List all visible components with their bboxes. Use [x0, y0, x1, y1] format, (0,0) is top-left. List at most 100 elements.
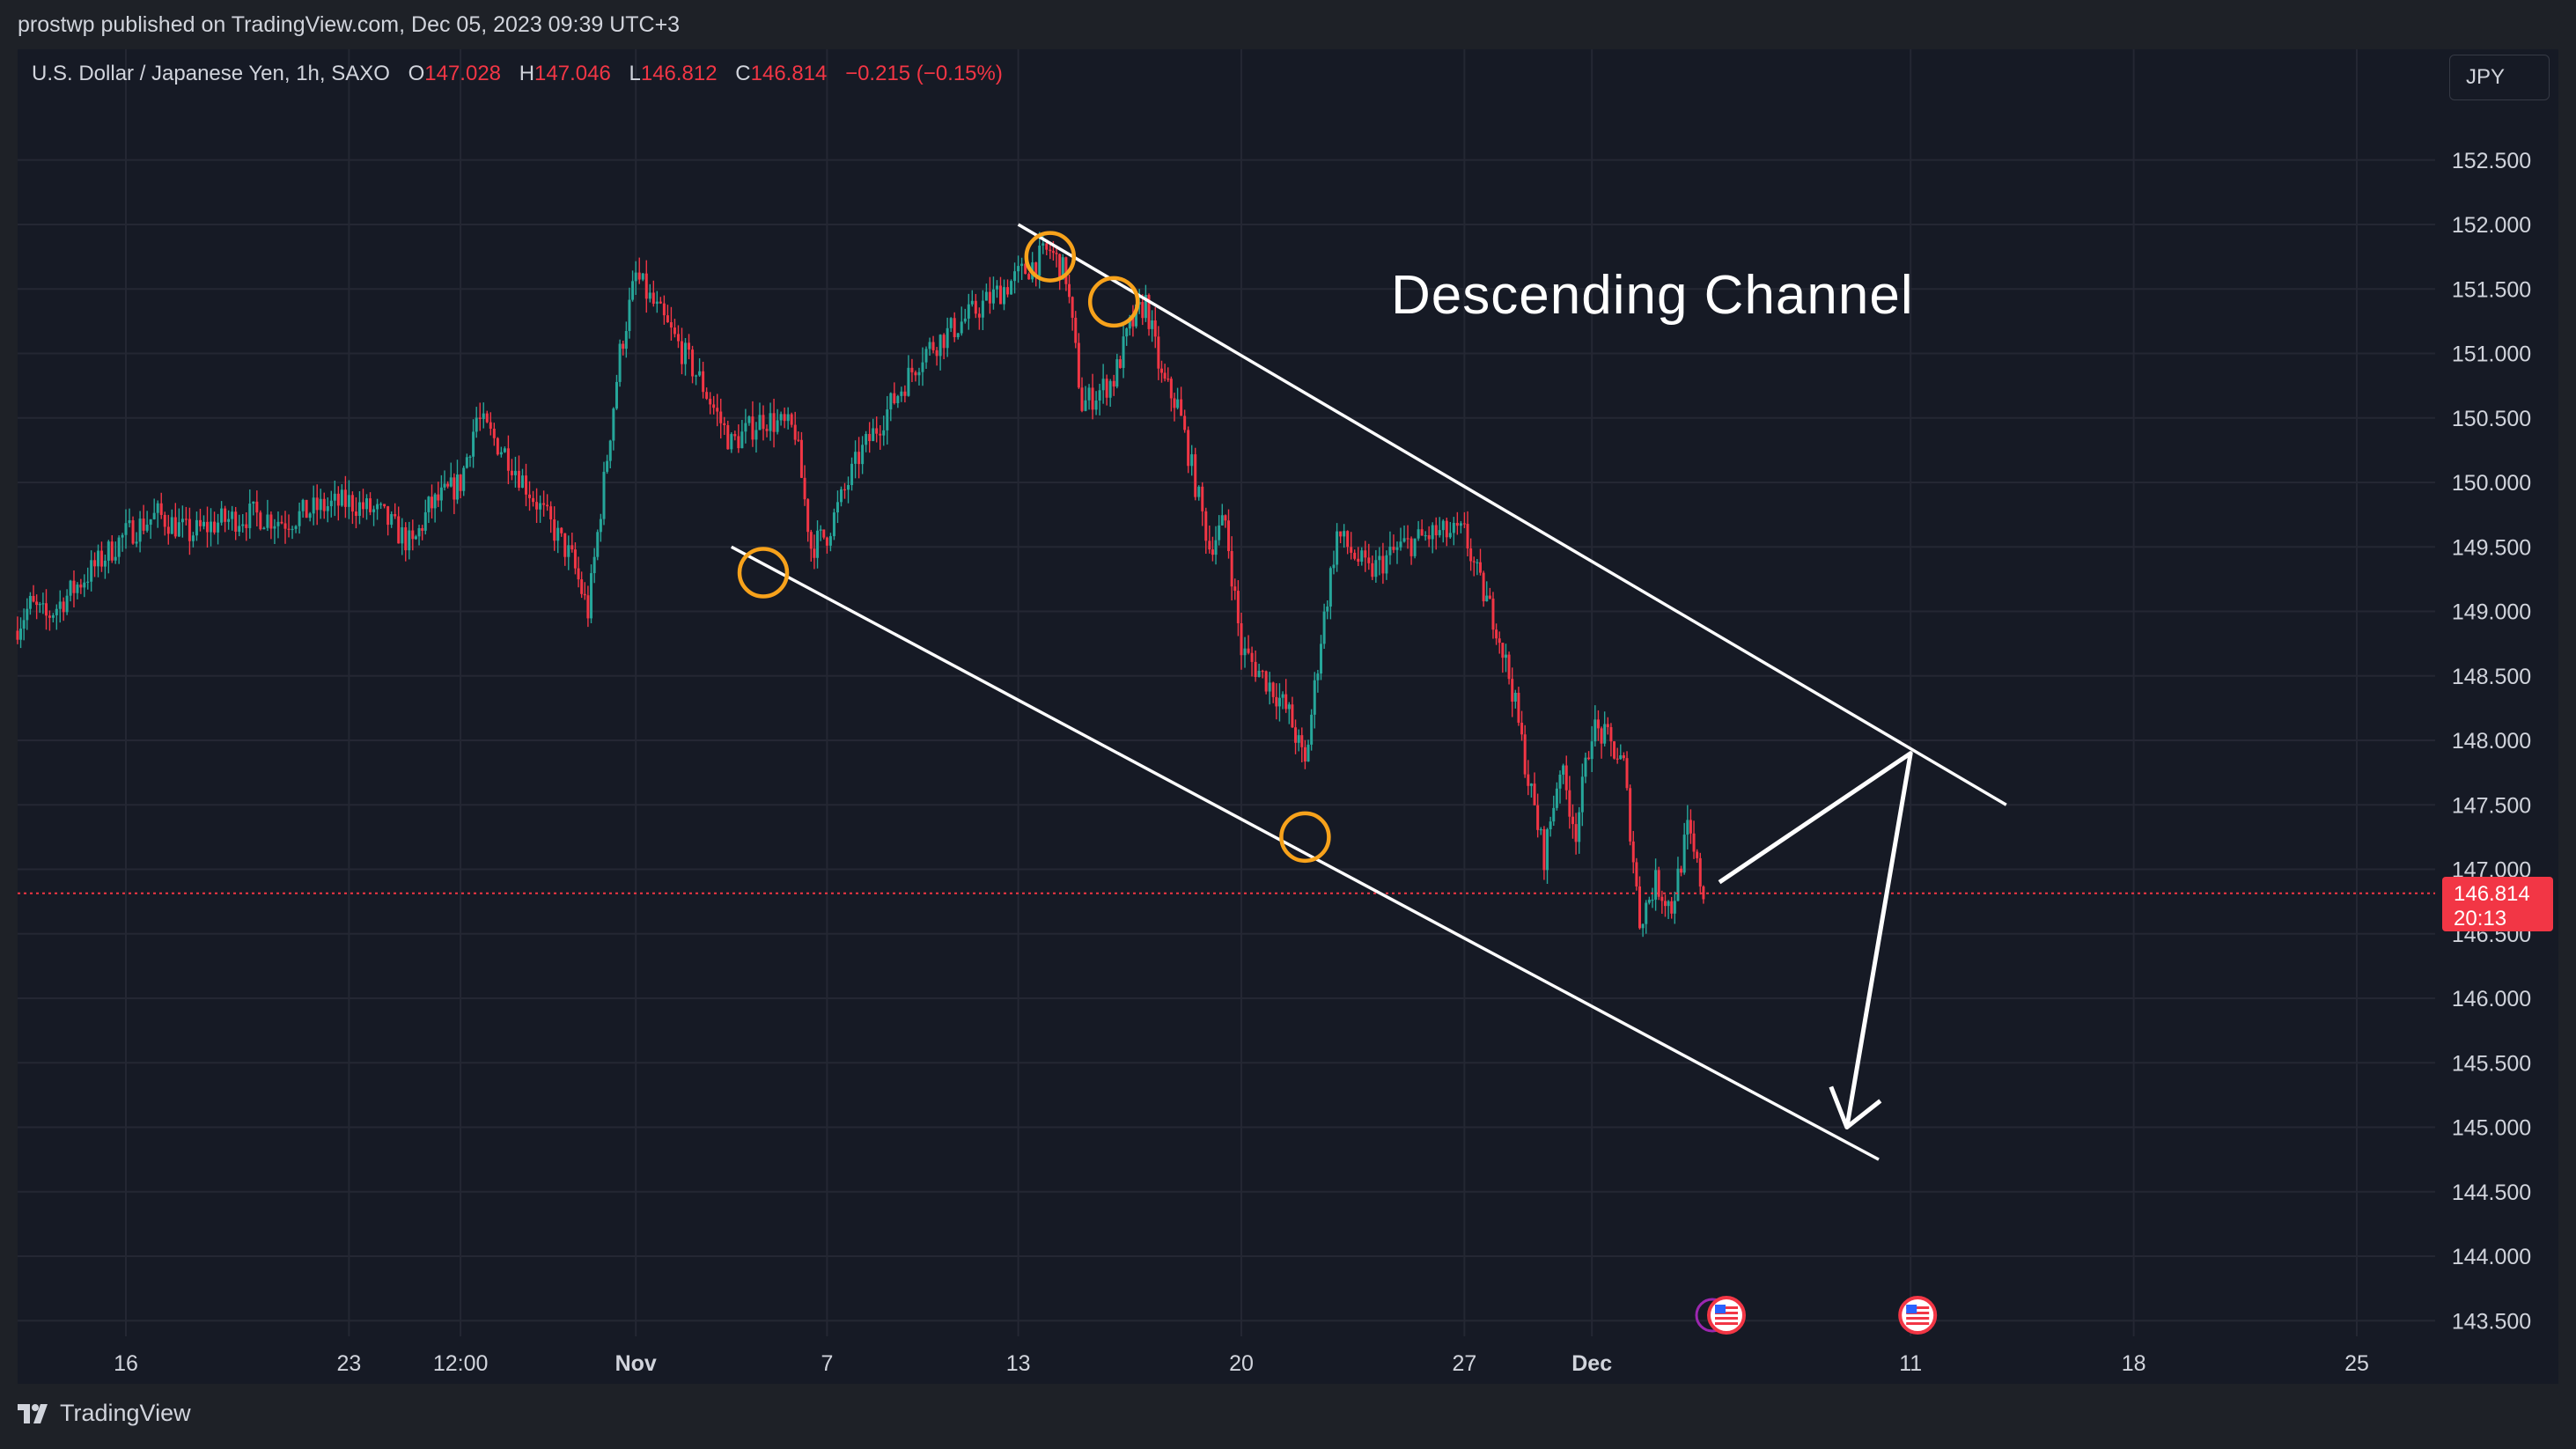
channel-trendline[interactable] — [730, 545, 1880, 1161]
channel-trendline[interactable] — [1017, 223, 2007, 806]
candle-body — [195, 519, 198, 536]
currency-button[interactable]: JPY — [2449, 55, 2550, 100]
time-tick-label: Nov — [615, 1351, 657, 1376]
candle-body — [159, 503, 163, 515]
candle-body — [806, 499, 810, 533]
candle-body — [1495, 629, 1498, 639]
candle-body — [832, 512, 835, 537]
touch-marker-circle[interactable] — [1279, 811, 1331, 864]
candle-body — [45, 603, 48, 616]
candle-body — [1434, 525, 1438, 536]
candle-body — [520, 475, 524, 488]
candle-body — [1284, 694, 1288, 710]
candle-body — [573, 549, 577, 569]
candle-body — [383, 504, 386, 507]
candle-body — [1616, 758, 1619, 760]
candle-body — [1084, 400, 1087, 411]
candle-body — [889, 393, 893, 410]
price-axis[interactable]: 152.500 152.000 151.500 151.000 150.500 150.0… — [2452, 149, 2531, 1335]
price-tick-label: 148.000 — [2452, 729, 2531, 754]
candle-body — [1670, 901, 1674, 914]
candle-body — [1381, 555, 1385, 574]
candle-body — [1482, 572, 1485, 602]
candle-body — [1010, 281, 1013, 295]
candle-body — [390, 514, 394, 526]
candle-body — [1580, 776, 1584, 813]
projection-arrow[interactable] — [1718, 751, 1913, 1128]
candle-body — [1169, 379, 1173, 399]
candle-body — [1413, 538, 1417, 556]
candle-body — [1625, 758, 1629, 789]
candle-body — [641, 273, 644, 280]
candle-body — [1020, 263, 1024, 267]
us-flag-event-icon[interactable] — [1898, 1296, 1938, 1335]
candle-body — [152, 512, 156, 519]
touch-marker-circle[interactable] — [737, 547, 790, 599]
candle-body — [41, 603, 45, 605]
candle-body — [1360, 550, 1364, 562]
candle-body — [719, 411, 723, 423]
candle-body — [117, 537, 121, 557]
candles — [16, 232, 1705, 938]
symbol-description[interactable]: U.S. Dollar / Japanese Yen, 1h, SAXO — [32, 62, 390, 85]
candle-body — [1645, 902, 1648, 924]
candle-body — [1552, 807, 1556, 822]
candle-body — [946, 327, 949, 349]
candle-body — [644, 273, 648, 299]
candle-body — [1108, 380, 1112, 398]
touch-marker-circle[interactable] — [1024, 231, 1077, 283]
candle-body — [1431, 525, 1434, 540]
candle-body — [142, 519, 145, 531]
price-tick-label: 143.500 — [2452, 1309, 2531, 1334]
candle-body — [602, 471, 606, 519]
candle-body — [255, 501, 259, 513]
price-tick-label: 149.500 — [2452, 535, 2531, 560]
candle-body — [803, 477, 806, 500]
candle-body — [301, 499, 305, 511]
candle-body — [1388, 547, 1392, 555]
candle-body — [198, 519, 202, 526]
candle-body — [248, 504, 252, 528]
tradingview-logo[interactable]: TradingView — [18, 1400, 191, 1427]
candle-body — [1180, 399, 1183, 416]
candle-body — [1051, 251, 1055, 254]
candle-body — [372, 509, 376, 512]
candle-body — [421, 528, 424, 531]
candle-body — [1542, 828, 1546, 871]
tradingview-brand: TradingView — [60, 1400, 191, 1426]
candle-body — [365, 498, 369, 510]
candle-body — [1343, 531, 1346, 537]
candle-body — [1271, 682, 1275, 697]
candle-body — [517, 470, 520, 488]
candle-body — [131, 520, 135, 544]
candle-body — [1638, 886, 1641, 929]
candle-body — [560, 527, 563, 533]
candle-body — [220, 508, 224, 523]
candle-body — [475, 417, 478, 432]
candle-body — [245, 524, 248, 528]
candle-body — [1336, 531, 1339, 565]
candle-body — [799, 439, 803, 478]
candle-body — [453, 477, 456, 500]
candle-body — [238, 526, 241, 532]
candle-body — [1101, 379, 1105, 391]
touch-marker-circle[interactable] — [1087, 276, 1140, 328]
us-flag-event-icon[interactable] — [1695, 1296, 1746, 1335]
candle-body — [1529, 783, 1533, 786]
candle-body — [637, 272, 641, 280]
candle-body — [1378, 555, 1381, 561]
candle-body — [213, 521, 217, 533]
candle-body — [577, 568, 580, 580]
candle-body — [1306, 744, 1310, 762]
candle-body — [1131, 317, 1135, 327]
candle-body — [553, 519, 556, 541]
candle-body — [1208, 541, 1211, 550]
candle-body — [1115, 359, 1119, 387]
time-axis[interactable]: 16 23 12:00 Nov 7 13 20 27 Dec 11 18 25 — [114, 1351, 2369, 1376]
candle-body — [765, 429, 769, 431]
pattern-label[interactable]: Descending Channel — [1391, 265, 1914, 326]
candle-body — [124, 523, 128, 535]
candle-body — [503, 448, 506, 452]
candle-body — [688, 342, 691, 350]
